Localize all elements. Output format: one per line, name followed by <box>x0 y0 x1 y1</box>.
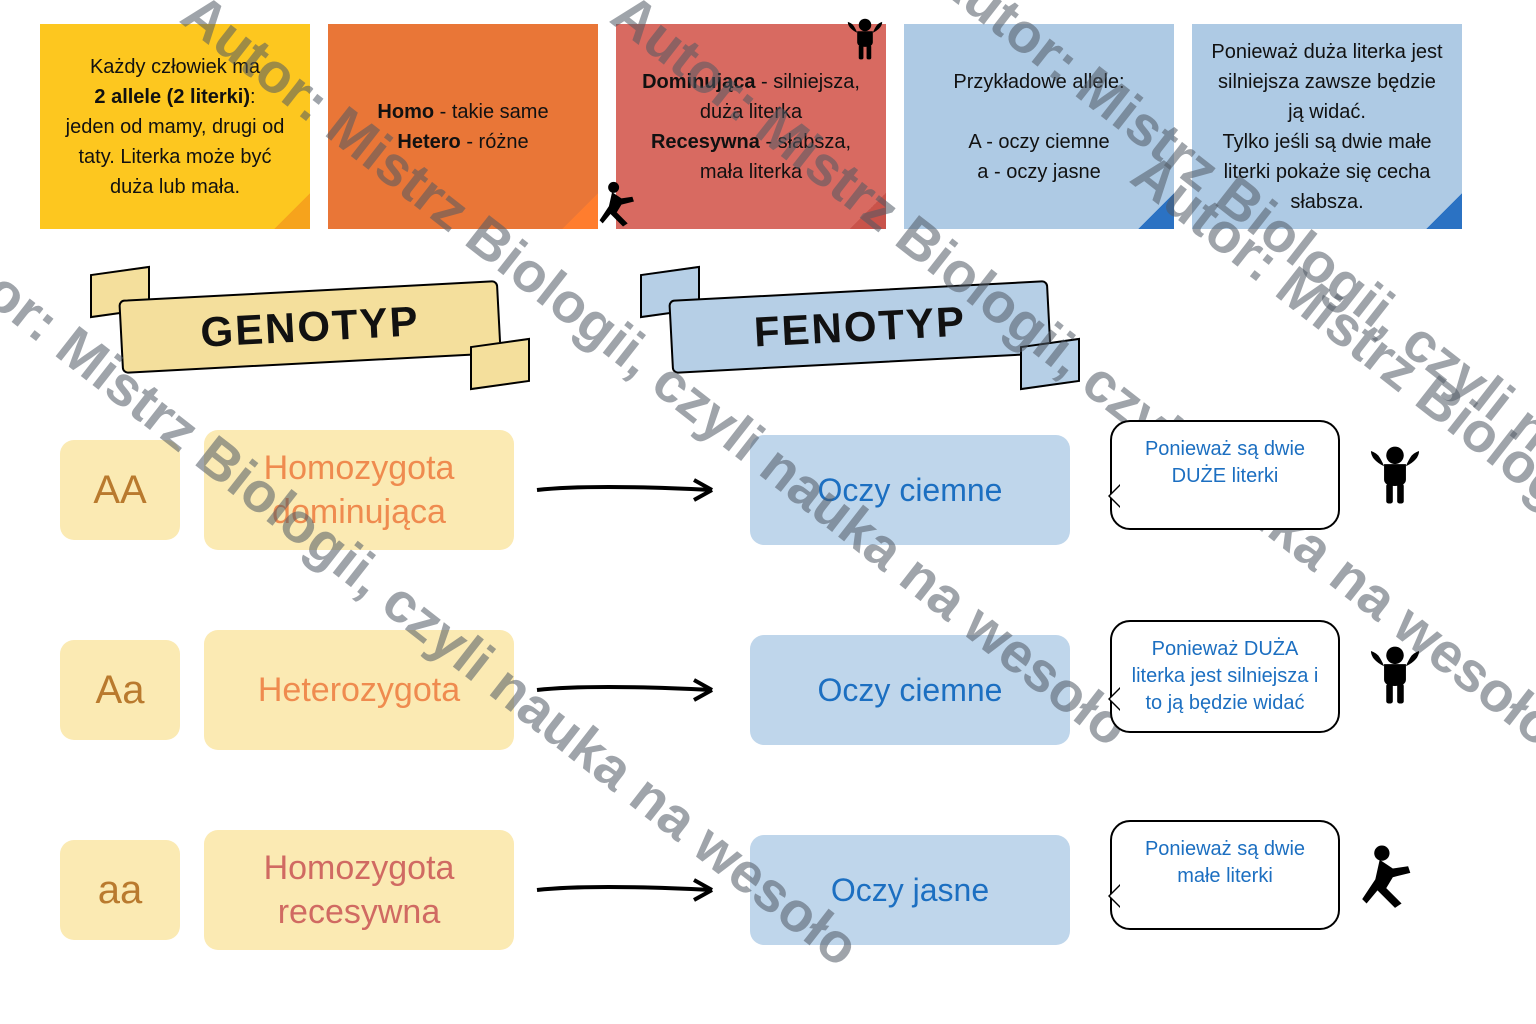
note-1: Każdy człowiek ma2 allele (2 literki):je… <box>40 24 310 229</box>
allele-box: Aa <box>60 640 180 740</box>
arrow-icon <box>532 670 732 710</box>
banner-genotyp-label: GENOTYP <box>118 280 501 374</box>
allele-box: AA <box>60 440 180 540</box>
strongman-icon <box>840 14 890 73</box>
phenotype-box: Oczy ciemne <box>750 635 1070 745</box>
pushman-icon <box>1360 840 1430 922</box>
explain-bubble-2: Ponieważ DUŻA literka jest silniejsza i … <box>1110 620 1340 733</box>
note-2: Homo - takie sameHetero - różne <box>328 24 598 229</box>
explain-bubble-1: Ponieważ są dwie DUŻE literki <box>1110 420 1340 530</box>
genotype-label: Homozygotadominująca <box>204 430 514 550</box>
note-3: Dominująca - silniejsza, duża literkaRec… <box>616 24 886 229</box>
strongman-icon <box>1360 640 1430 722</box>
genotype-label: Heterozygota <box>204 630 514 750</box>
strongman-icon <box>1360 440 1430 522</box>
arrow-icon <box>532 870 732 910</box>
banner-genotyp: GENOTYP <box>90 270 530 380</box>
explain-bubble-3: Ponieważ są dwie małe literki <box>1110 820 1340 930</box>
allele-box: aa <box>60 840 180 940</box>
geno-row-1: AAHomozygotadominująca Oczy ciemne <box>60 430 1070 550</box>
geno-row-3: aaHomozygotarecesywna Oczy jasne <box>60 830 1070 950</box>
phenotype-box: Oczy jasne <box>750 835 1070 945</box>
note-4: Przykładowe allele:A - oczy ciemnea - oc… <box>904 24 1174 229</box>
pushman-icon <box>598 178 648 237</box>
phenotype-box: Oczy ciemne <box>750 435 1070 545</box>
notes-row: Każdy człowiek ma2 allele (2 literki):je… <box>0 0 1536 229</box>
geno-row-2: AaHeterozygota Oczy ciemne <box>60 630 1070 750</box>
banner-fenotyp: FENOTYP <box>640 270 1080 380</box>
arrow-icon <box>532 470 732 510</box>
note-5: Ponieważ duża literka jest silniejsza za… <box>1192 24 1462 229</box>
banner-fenotyp-label: FENOTYP <box>668 280 1051 374</box>
genotype-label: Homozygotarecesywna <box>204 830 514 950</box>
